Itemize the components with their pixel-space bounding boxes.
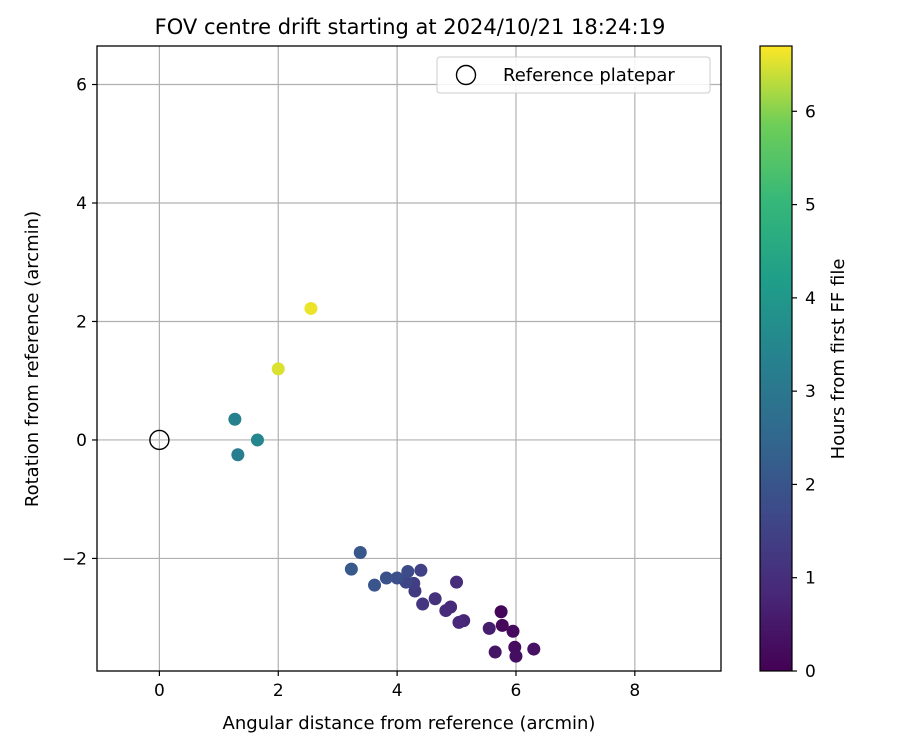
data-point-2: [506, 624, 520, 638]
colorbar-tick-label-2: 2: [805, 475, 816, 495]
data-point-28: [271, 362, 285, 376]
data-point-17: [414, 563, 428, 577]
data-point-4: [509, 649, 523, 663]
colorbar-label: Hours from first FF file: [828, 259, 849, 460]
x-axis-label: Angular distance from reference (arcmin): [223, 713, 596, 734]
data-point-12: [450, 575, 464, 589]
data-point-22: [368, 578, 382, 592]
x-axis-ticks: 0 2 4 6 8: [154, 671, 640, 701]
chart-title: FOV centre drift starting at 2024/10/21 …: [155, 15, 666, 39]
data-point-9: [452, 615, 466, 629]
data-point-23: [353, 546, 367, 560]
y-tick-label-1: 0: [76, 431, 87, 451]
data-point-5: [527, 642, 541, 656]
legend-label-reference: Reference platepar: [503, 65, 675, 86]
y-tick-label-4: 6: [76, 76, 87, 96]
data-point-11: [439, 604, 453, 618]
data-points: [228, 301, 541, 663]
data-point-0: [494, 605, 508, 619]
data-point-6: [488, 645, 502, 659]
data-point-24: [344, 562, 358, 576]
data-point-27: [250, 433, 264, 447]
x-tick-label-4: 8: [629, 681, 640, 701]
legend-marker-reference: [455, 64, 477, 86]
reference-marker-layer: [149, 429, 170, 451]
legend-box: [436, 56, 711, 94]
data-point-13: [428, 592, 442, 606]
y-axis-label: Rotation from reference (arcmin): [22, 211, 43, 507]
x-tick-label-0: 0: [154, 681, 165, 701]
y-tick-label-2: 2: [76, 312, 87, 332]
x-tick-label-2: 4: [392, 681, 403, 701]
colorbar-tick-label-4: 4: [805, 289, 816, 309]
y-axis-ticks: −2 0 2 4 6: [62, 76, 97, 569]
data-point-7: [482, 621, 496, 635]
colorbar-tick-label-6: 6: [805, 102, 816, 122]
data-point-25: [231, 448, 245, 462]
x-tick-label-3: 6: [511, 681, 522, 701]
data-point-19: [401, 564, 415, 578]
data-point-20: [390, 571, 404, 585]
plot-frame: [96, 45, 722, 672]
colorbar: 0 1 2 3 4 5 6 Hours from first FF file: [759, 45, 849, 682]
data-point-14: [416, 597, 430, 611]
colorbar-tick-label-1: 1: [805, 569, 816, 589]
data-point-21: [379, 571, 393, 585]
data-point-29: [304, 301, 318, 315]
colorbar-tick-label-3: 3: [805, 382, 816, 402]
data-point-26: [228, 412, 242, 426]
y-tick-label-0: −2: [62, 549, 87, 569]
y-tick-label-3: 4: [76, 194, 87, 214]
data-point-1: [495, 618, 509, 632]
legend: Reference platepar: [436, 56, 711, 94]
colorbar-tick-label-0: 0: [805, 662, 816, 682]
x-tick-label-1: 2: [273, 681, 284, 701]
colorbar-ticks: 0 1 2 3 4 5 6: [792, 102, 816, 682]
reference-platepar-marker: [149, 429, 170, 451]
colorbar-tick-label-5: 5: [805, 196, 816, 216]
colorbar-gradient: [759, 45, 793, 672]
